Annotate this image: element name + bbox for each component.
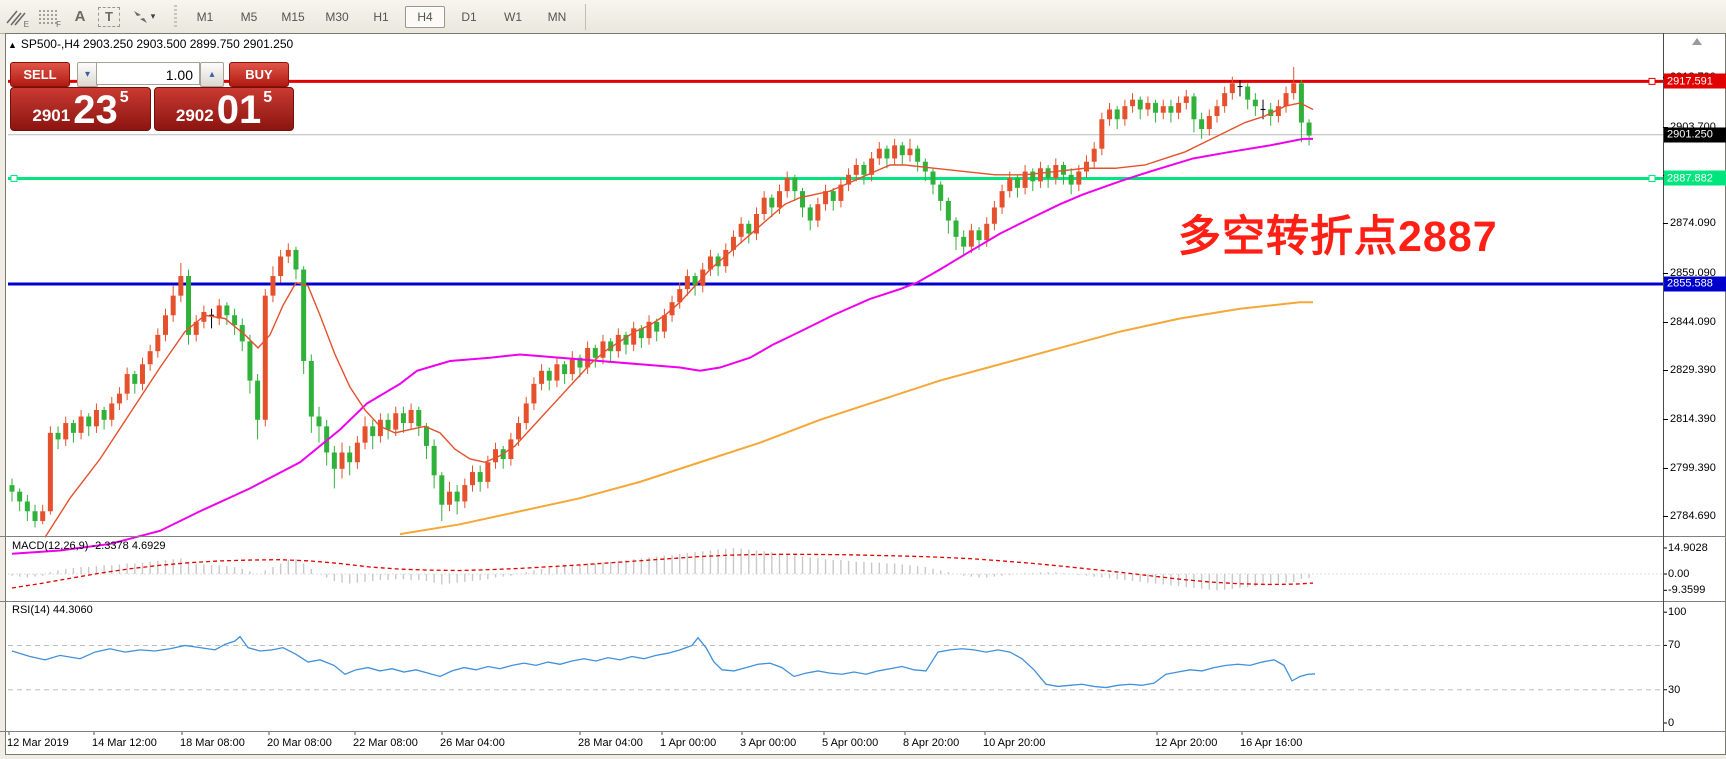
timeframe-button-w1[interactable]: W1 <box>504 9 522 24</box>
time-axis-label: 14 Mar 12:00 <box>92 737 157 749</box>
price-tick-mark <box>1663 369 1668 371</box>
rsi-axis-label: 0 <box>1668 717 1675 729</box>
timeframe-group: M1 M5 M15 M30 H1 H4 D1 W1 MN <box>183 5 579 28</box>
hline-marker[interactable] <box>1648 77 1656 85</box>
price-tick-mark <box>1663 467 1668 469</box>
chart-scroll-marker-icon[interactable] <box>1692 38 1702 45</box>
hline-marker[interactable] <box>1648 174 1656 182</box>
timeframe-button-d1[interactable]: D1 <box>461 9 477 24</box>
toolbar-separator <box>585 3 586 30</box>
time-axis-label: 8 Apr 20:00 <box>903 737 960 749</box>
macd-axis-label: 14.9028 <box>1668 541 1708 554</box>
price-tick-label: 2844.090 <box>1670 315 1716 328</box>
symbol-ohlc-text: SP500-,H4 2903.250 2903.500 2899.750 290… <box>20 37 294 51</box>
time-axis-label: 1 Apr 00:00 <box>660 737 717 749</box>
ma-slow-line <box>399 301 1313 536</box>
macd-axis-label: 0.00 <box>1668 568 1690 580</box>
volume-increase-button[interactable]: ▴ <box>200 62 224 87</box>
timeframe-button-m5[interactable]: M5 <box>240 9 258 24</box>
time-axis-separator <box>0 731 1726 732</box>
timeframe-button-mn[interactable]: MN <box>547 9 567 24</box>
price-axis-separator <box>1663 33 1664 732</box>
sell-price-main: 23 <box>73 88 118 132</box>
chart-annotation-text: 多空转折点2887 <box>1178 213 1498 261</box>
price-tick-mark <box>1663 321 1668 323</box>
buy-price-panel[interactable]: 2902 01 5 <box>154 87 294 131</box>
sell-price-pip: 5 <box>119 89 129 106</box>
rsi-line <box>11 635 1316 689</box>
timeframe-button-h1[interactable]: H1 <box>373 9 389 24</box>
price-tick-label: 2814.390 <box>1670 412 1716 425</box>
volume-input[interactable] <box>96 62 200 85</box>
time-axis-label: 10 Apr 20:00 <box>983 737 1046 749</box>
price-tick-mark <box>1663 515 1668 517</box>
time-axis-label: 16 Apr 16:00 <box>1240 737 1303 749</box>
toolbar: E F A T ▾ M1 M5 M15 M30 H1 H4 D1 W1 MN <box>0 0 1726 34</box>
time-axis-label: 18 Mar 08:00 <box>180 737 245 749</box>
text-box-icon[interactable]: T <box>98 6 120 27</box>
sell-button[interactable]: SELL <box>10 62 70 87</box>
time-axis-label: 20 Mar 08:00 <box>267 737 332 749</box>
price-tick-mark <box>1663 272 1668 274</box>
time-axis-label: 22 Mar 08:00 <box>353 737 418 749</box>
fibonacci-retracement-icon[interactable]: F <box>39 9 61 29</box>
volume-decrease-button[interactable]: ▾ <box>77 62 98 87</box>
timeframe-button-m1[interactable]: M1 <box>196 9 214 24</box>
sell-price-panel[interactable]: 2901 23 5 <box>10 87 151 131</box>
rsi-axis-label: 30 <box>1668 683 1681 696</box>
price-badge: 2901.250 <box>1664 127 1726 143</box>
rsi-label: RSI(14) 44.3060 <box>12 604 93 616</box>
rsi-axis-label: 100 <box>1668 606 1687 619</box>
timeframe-button-h4[interactable]: H4 <box>405 5 445 28</box>
equidistant-channel-icon[interactable]: E <box>2 5 30 29</box>
macd-panel-separator[interactable] <box>0 536 1726 537</box>
toolbar-drag-handle[interactable] <box>174 4 177 29</box>
time-axis-label: 12 Apr 20:00 <box>1155 737 1218 749</box>
collapse-arrow-icon[interactable]: ▲ <box>8 40 17 50</box>
timeframe-button-m30[interactable]: M30 <box>325 9 349 24</box>
price-tick-mark <box>1663 223 1668 225</box>
chart-title: ▲ SP500-,H4 2903.250 2903.500 2899.750 29… <box>8 37 293 51</box>
text-label-icon[interactable]: A <box>74 8 86 25</box>
price-badge: 2887.882 <box>1664 170 1726 186</box>
price-tick-label: 2799.390 <box>1670 461 1716 474</box>
price-badge: 2917.591 <box>1664 73 1726 89</box>
macd-axis-label: -9.3599 <box>1668 584 1706 597</box>
time-axis-label: 26 Mar 04:00 <box>440 737 505 749</box>
time-axis-label: 28 Mar 04:00 <box>578 737 643 749</box>
time-axis-label: 3 Apr 00:00 <box>740 737 797 749</box>
buy-price-main: 01 <box>216 88 262 132</box>
macd-signal-line <box>11 553 1314 589</box>
hline-marker[interactable] <box>10 174 18 182</box>
time-axis-label: 12 Mar 2019 <box>7 737 69 749</box>
price-tick-label: 2829.390 <box>1670 363 1716 376</box>
price-tick-label: 2874.090 <box>1670 217 1716 230</box>
sell-price-prefix: 2901 <box>32 106 71 125</box>
buy-price-prefix: 2902 <box>175 106 214 125</box>
rsi-panel-separator[interactable] <box>0 601 1726 602</box>
time-axis-label: 5 Apr 00:00 <box>822 737 879 749</box>
rsi-axis-label: 70 <box>1668 639 1681 652</box>
dropdown-caret-icon: ▾ <box>150 11 156 21</box>
ma-fast-line <box>44 102 1314 538</box>
price-tick-mark <box>1663 418 1668 420</box>
timeframe-button-m15[interactable]: M15 <box>281 9 305 24</box>
price-tick-label: 2784.690 <box>1670 509 1716 522</box>
price-tick-label: 2859.090 <box>1670 266 1716 279</box>
chart-window <box>5 33 1726 755</box>
ma-mid-line <box>11 137 1313 555</box>
buy-price-pip: 5 <box>263 89 273 106</box>
price-badge: 2855.588 <box>1664 276 1726 292</box>
macd-label: MACD(12,26,9) -2.3378 4.6929 <box>12 540 166 552</box>
arrow-objects-icon[interactable]: ▾ <box>124 5 162 29</box>
buy-button[interactable]: BUY <box>229 62 289 87</box>
